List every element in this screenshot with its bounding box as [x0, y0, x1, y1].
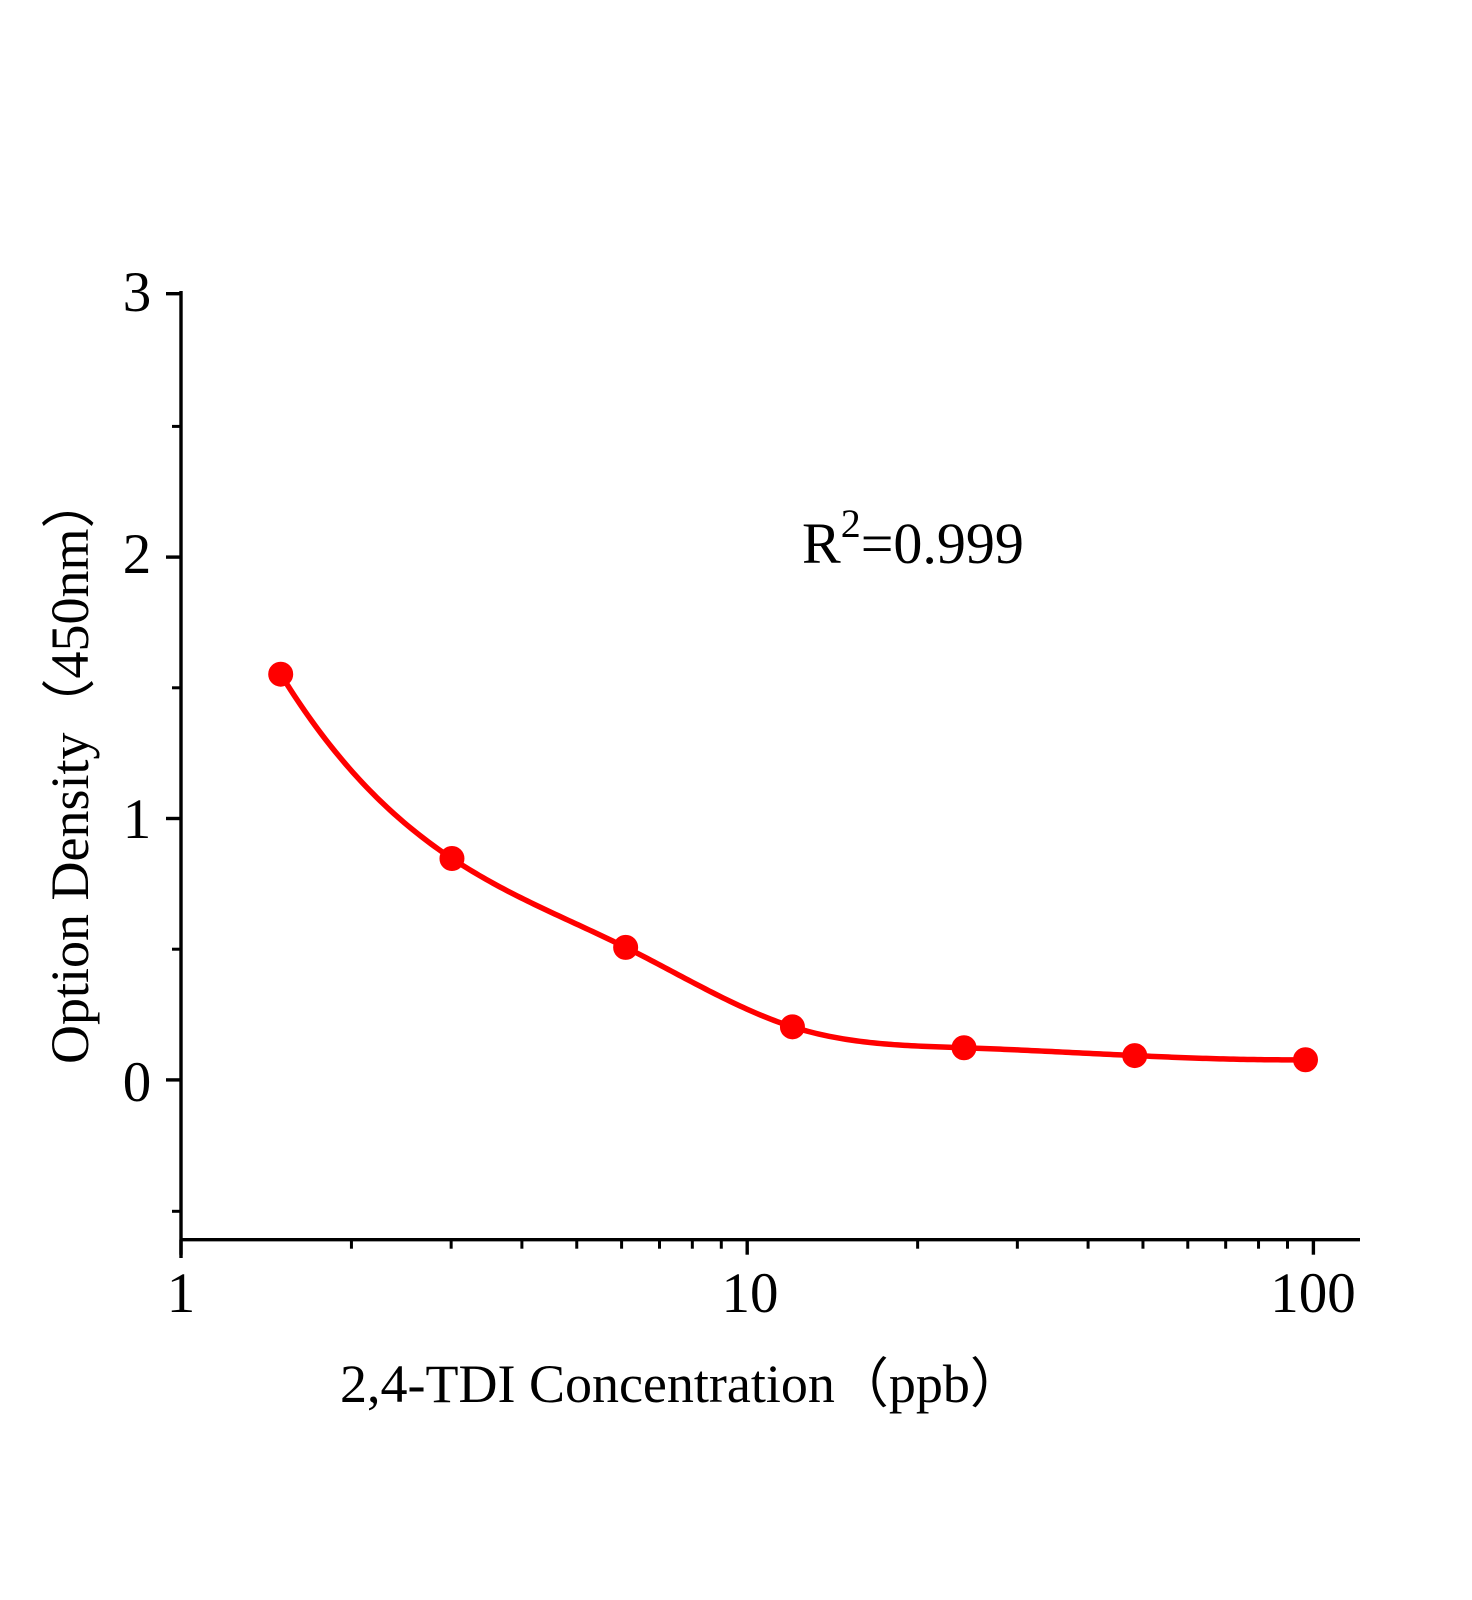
svg-text:R2=0.999: R2=0.999: [802, 501, 1024, 576]
